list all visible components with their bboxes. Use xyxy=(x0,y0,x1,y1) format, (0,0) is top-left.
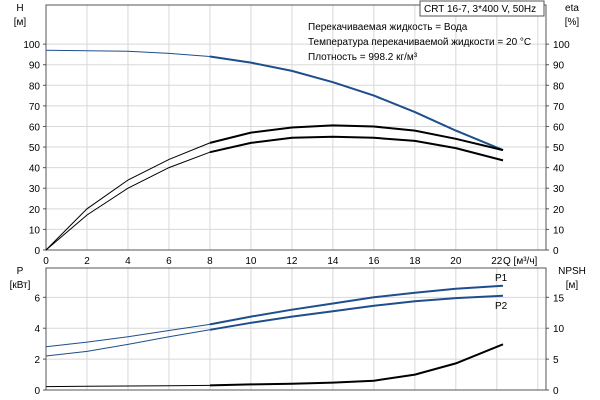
y-right-tick-label: 80 xyxy=(553,81,565,92)
y-tick-label: 100 xyxy=(23,40,40,51)
y-right-axis-unit: [м] xyxy=(566,280,579,291)
y-right-tick-label: 0 xyxy=(553,246,559,257)
x-tick-label: 8 xyxy=(207,256,213,267)
x-tick-label: 10 xyxy=(245,256,257,267)
y-right-tick-label: 40 xyxy=(553,164,565,175)
y-tick-label: 2 xyxy=(34,355,40,366)
y-tick-label: 6 xyxy=(34,293,40,304)
y-tick-label: 70 xyxy=(29,102,41,113)
x-tick-label: 14 xyxy=(327,256,339,267)
y-tick-label: 90 xyxy=(29,61,41,72)
title-box xyxy=(419,0,545,17)
series-label: P2 xyxy=(495,301,508,312)
y-right-tick-label: 15 xyxy=(553,293,565,304)
y-axis-unit: [м] xyxy=(14,17,27,28)
y-tick-label: 10 xyxy=(29,225,41,236)
y-axis-label: P xyxy=(17,266,24,277)
x-tick-label: 20 xyxy=(450,256,462,267)
plot-frame xyxy=(45,267,547,391)
y-right-axis-label: eta xyxy=(565,3,579,14)
series-line xyxy=(209,124,504,152)
y-tick-label: 30 xyxy=(29,184,41,195)
x-tick-label: 12 xyxy=(286,256,298,267)
y-right-tick-label: 5 xyxy=(553,355,559,366)
y-tick-label: 4 xyxy=(34,324,40,335)
y-right-tick-label: 20 xyxy=(553,205,565,216)
annotation: Плотность = 998.2 кг/м³ xyxy=(308,52,418,63)
series-line xyxy=(209,55,504,152)
annotation: Температура перекачиваемой жидкости = 20… xyxy=(308,37,531,48)
series-line-thin xyxy=(45,142,211,251)
y-tick-label: 0 xyxy=(34,246,40,257)
x-tick-label: 0 xyxy=(43,256,49,267)
y-tick-label: 40 xyxy=(29,164,41,175)
series-label: P1 xyxy=(495,273,508,284)
x-tick-label: 22 xyxy=(491,256,503,267)
y-axis-label: H xyxy=(16,3,23,14)
y-right-tick-label: 60 xyxy=(553,122,565,133)
series-line xyxy=(209,343,504,387)
y-right-tick-label: 50 xyxy=(553,143,565,154)
plot-frame xyxy=(45,4,547,251)
x-tick-label: 2 xyxy=(84,256,90,267)
y-axis-unit: [кВт] xyxy=(10,280,31,291)
series-line xyxy=(209,135,504,162)
y-tick-label: 60 xyxy=(29,122,41,133)
y-tick-label: 50 xyxy=(29,143,41,154)
series-line-thin xyxy=(45,323,210,348)
y-right-tick-label: 10 xyxy=(553,225,565,236)
annotation: Перекачиваемая жидкость = Вода xyxy=(308,22,468,33)
series-line xyxy=(209,294,504,331)
series-line xyxy=(209,284,504,326)
x-tick-label: 6 xyxy=(166,256,172,267)
x-axis-label: Q [м³/ч] xyxy=(503,256,538,267)
y-right-tick-label: 70 xyxy=(553,102,565,113)
y-right-axis-unit: [%] xyxy=(565,17,580,28)
x-tick-label: 18 xyxy=(409,256,421,267)
y-tick-label: 80 xyxy=(29,81,41,92)
series-line-thin xyxy=(45,151,211,251)
y-tick-label: 0 xyxy=(34,386,40,397)
y-tick-label: 20 xyxy=(29,205,41,216)
x-tick-label: 4 xyxy=(125,256,131,267)
y-right-tick-label: 90 xyxy=(553,61,565,72)
series-line-thin xyxy=(45,384,210,388)
y-right-tick-label: 100 xyxy=(553,40,570,51)
y-right-axis-label: NPSH xyxy=(558,266,586,277)
y-right-tick-label: 30 xyxy=(553,184,565,195)
series-line-thin xyxy=(45,329,210,357)
y-right-tick-label: 0 xyxy=(553,386,559,397)
series-line-thin xyxy=(45,49,210,57)
chart-title: CRT 16-7, 3*400 V, 50Hz xyxy=(424,4,536,15)
y-right-tick-label: 10 xyxy=(553,324,565,335)
x-tick-label: 16 xyxy=(368,256,380,267)
